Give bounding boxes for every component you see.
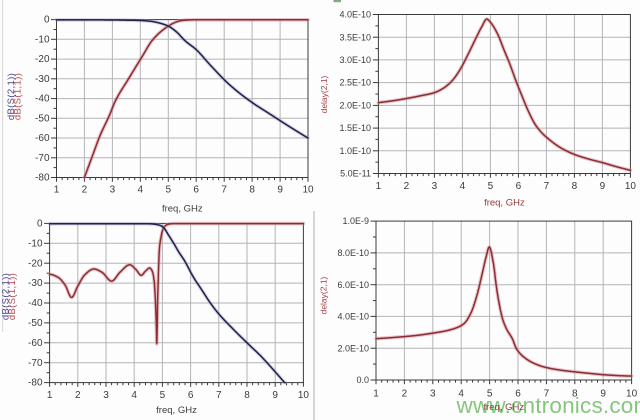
svg-text:8: 8 xyxy=(244,390,250,401)
svg-text:freq, GHz: freq, GHz xyxy=(162,204,203,215)
svg-text:4.0E-10: 4.0E-10 xyxy=(337,312,369,322)
svg-text:4: 4 xyxy=(460,181,466,192)
svg-text:2.5E-10: 2.5E-10 xyxy=(339,78,371,88)
svg-text:-10: -10 xyxy=(35,34,50,45)
svg-text:8: 8 xyxy=(249,185,255,196)
svg-text:-10: -10 xyxy=(28,238,43,249)
svg-text:4: 4 xyxy=(458,388,464,399)
svg-text:-50: -50 xyxy=(35,113,50,124)
svg-text:5: 5 xyxy=(166,185,172,196)
svg-text:3.5E-10: 3.5E-10 xyxy=(339,32,371,42)
svg-text:-80: -80 xyxy=(28,378,43,389)
svg-text:1.0E-9: 1.0E-9 xyxy=(342,216,369,226)
svg-text:-60: -60 xyxy=(35,133,50,144)
svg-text:1: 1 xyxy=(47,390,53,401)
svg-text:-20: -20 xyxy=(35,54,50,65)
svg-text:www.cntronics.com: www.cntronics.com xyxy=(456,393,640,418)
svg-text:-50: -50 xyxy=(28,318,43,329)
svg-text:9: 9 xyxy=(600,181,606,192)
svg-text:freq, GHz: freq, GHz xyxy=(156,405,197,416)
svg-text:0: 0 xyxy=(44,15,50,26)
svg-text:6: 6 xyxy=(516,181,522,192)
svg-text:8: 8 xyxy=(572,388,578,399)
svg-text:1: 1 xyxy=(54,185,60,196)
svg-text:-70: -70 xyxy=(28,358,43,369)
svg-text:0: 0 xyxy=(37,219,43,230)
svg-text:6: 6 xyxy=(193,185,199,196)
svg-text:2.0E-10: 2.0E-10 xyxy=(337,343,369,353)
svg-text:3: 3 xyxy=(110,185,116,196)
svg-text:dB(S(2,1)): dB(S(2,1)) xyxy=(6,73,17,120)
svg-text:8: 8 xyxy=(572,181,578,192)
svg-text:9: 9 xyxy=(277,185,283,196)
svg-text:6.0E-10: 6.0E-10 xyxy=(337,280,369,290)
svg-text:10: 10 xyxy=(626,388,638,399)
svg-text:5: 5 xyxy=(487,388,493,399)
svg-text:-60: -60 xyxy=(28,338,43,349)
svg-text:2: 2 xyxy=(82,185,88,196)
svg-text:5: 5 xyxy=(160,390,166,401)
svg-text:freq, GHz: freq, GHz xyxy=(484,198,525,209)
svg-text:7: 7 xyxy=(221,185,227,196)
svg-text:5.0E-11: 5.0E-11 xyxy=(340,169,371,179)
svg-text:9: 9 xyxy=(272,390,278,401)
svg-text:8.0E-10: 8.0E-10 xyxy=(337,248,369,258)
svg-text:freq, GHz: freq, GHz xyxy=(483,402,524,413)
svg-text:3: 3 xyxy=(103,390,109,401)
svg-text:3.0E-10: 3.0E-10 xyxy=(339,55,371,65)
svg-text:7: 7 xyxy=(544,181,550,192)
svg-text:-70: -70 xyxy=(35,153,50,164)
svg-text:delay(2,1): delay(2,1) xyxy=(318,276,328,314)
svg-text:dB(S(1,1)): dB(S(1,1)) xyxy=(13,73,24,120)
svg-text:2: 2 xyxy=(404,181,410,192)
svg-text:10: 10 xyxy=(298,390,310,401)
svg-text:-20: -20 xyxy=(28,258,43,269)
svg-text:1: 1 xyxy=(376,181,382,192)
svg-text:delay(2,1): delay(2,1) xyxy=(319,75,329,113)
svg-text:2.0E-10: 2.0E-10 xyxy=(339,101,371,111)
svg-text:dB(S(1,1)): dB(S(1,1)) xyxy=(7,273,18,320)
svg-text:4: 4 xyxy=(131,390,137,401)
svg-text:-30: -30 xyxy=(28,278,43,289)
svg-text:4: 4 xyxy=(138,185,144,196)
svg-text:1.5E-10: 1.5E-10 xyxy=(339,123,371,133)
svg-text:-30: -30 xyxy=(35,74,50,85)
svg-text:dB(S(2,1)): dB(S(2,1)) xyxy=(0,273,11,320)
svg-text:1: 1 xyxy=(373,388,379,399)
svg-text:4.0E-10: 4.0E-10 xyxy=(339,10,371,20)
svg-text:10: 10 xyxy=(302,185,314,196)
svg-text:7: 7 xyxy=(216,390,222,401)
svg-text:2: 2 xyxy=(75,390,81,401)
svg-text:3: 3 xyxy=(432,181,438,192)
svg-text:9: 9 xyxy=(600,388,606,399)
svg-text:5: 5 xyxy=(488,181,494,192)
svg-text:-40: -40 xyxy=(35,94,50,105)
svg-text:-80: -80 xyxy=(35,173,50,184)
svg-text:3: 3 xyxy=(430,388,436,399)
svg-text:2: 2 xyxy=(402,388,408,399)
svg-text:10: 10 xyxy=(625,181,637,192)
svg-text:6: 6 xyxy=(188,390,194,401)
svg-text:-40: -40 xyxy=(28,298,43,309)
svg-text:1.0E-10: 1.0E-10 xyxy=(339,146,371,156)
svg-text:7: 7 xyxy=(544,388,550,399)
svg-text:0.0: 0.0 xyxy=(356,375,369,385)
svg-text:6: 6 xyxy=(515,388,521,399)
